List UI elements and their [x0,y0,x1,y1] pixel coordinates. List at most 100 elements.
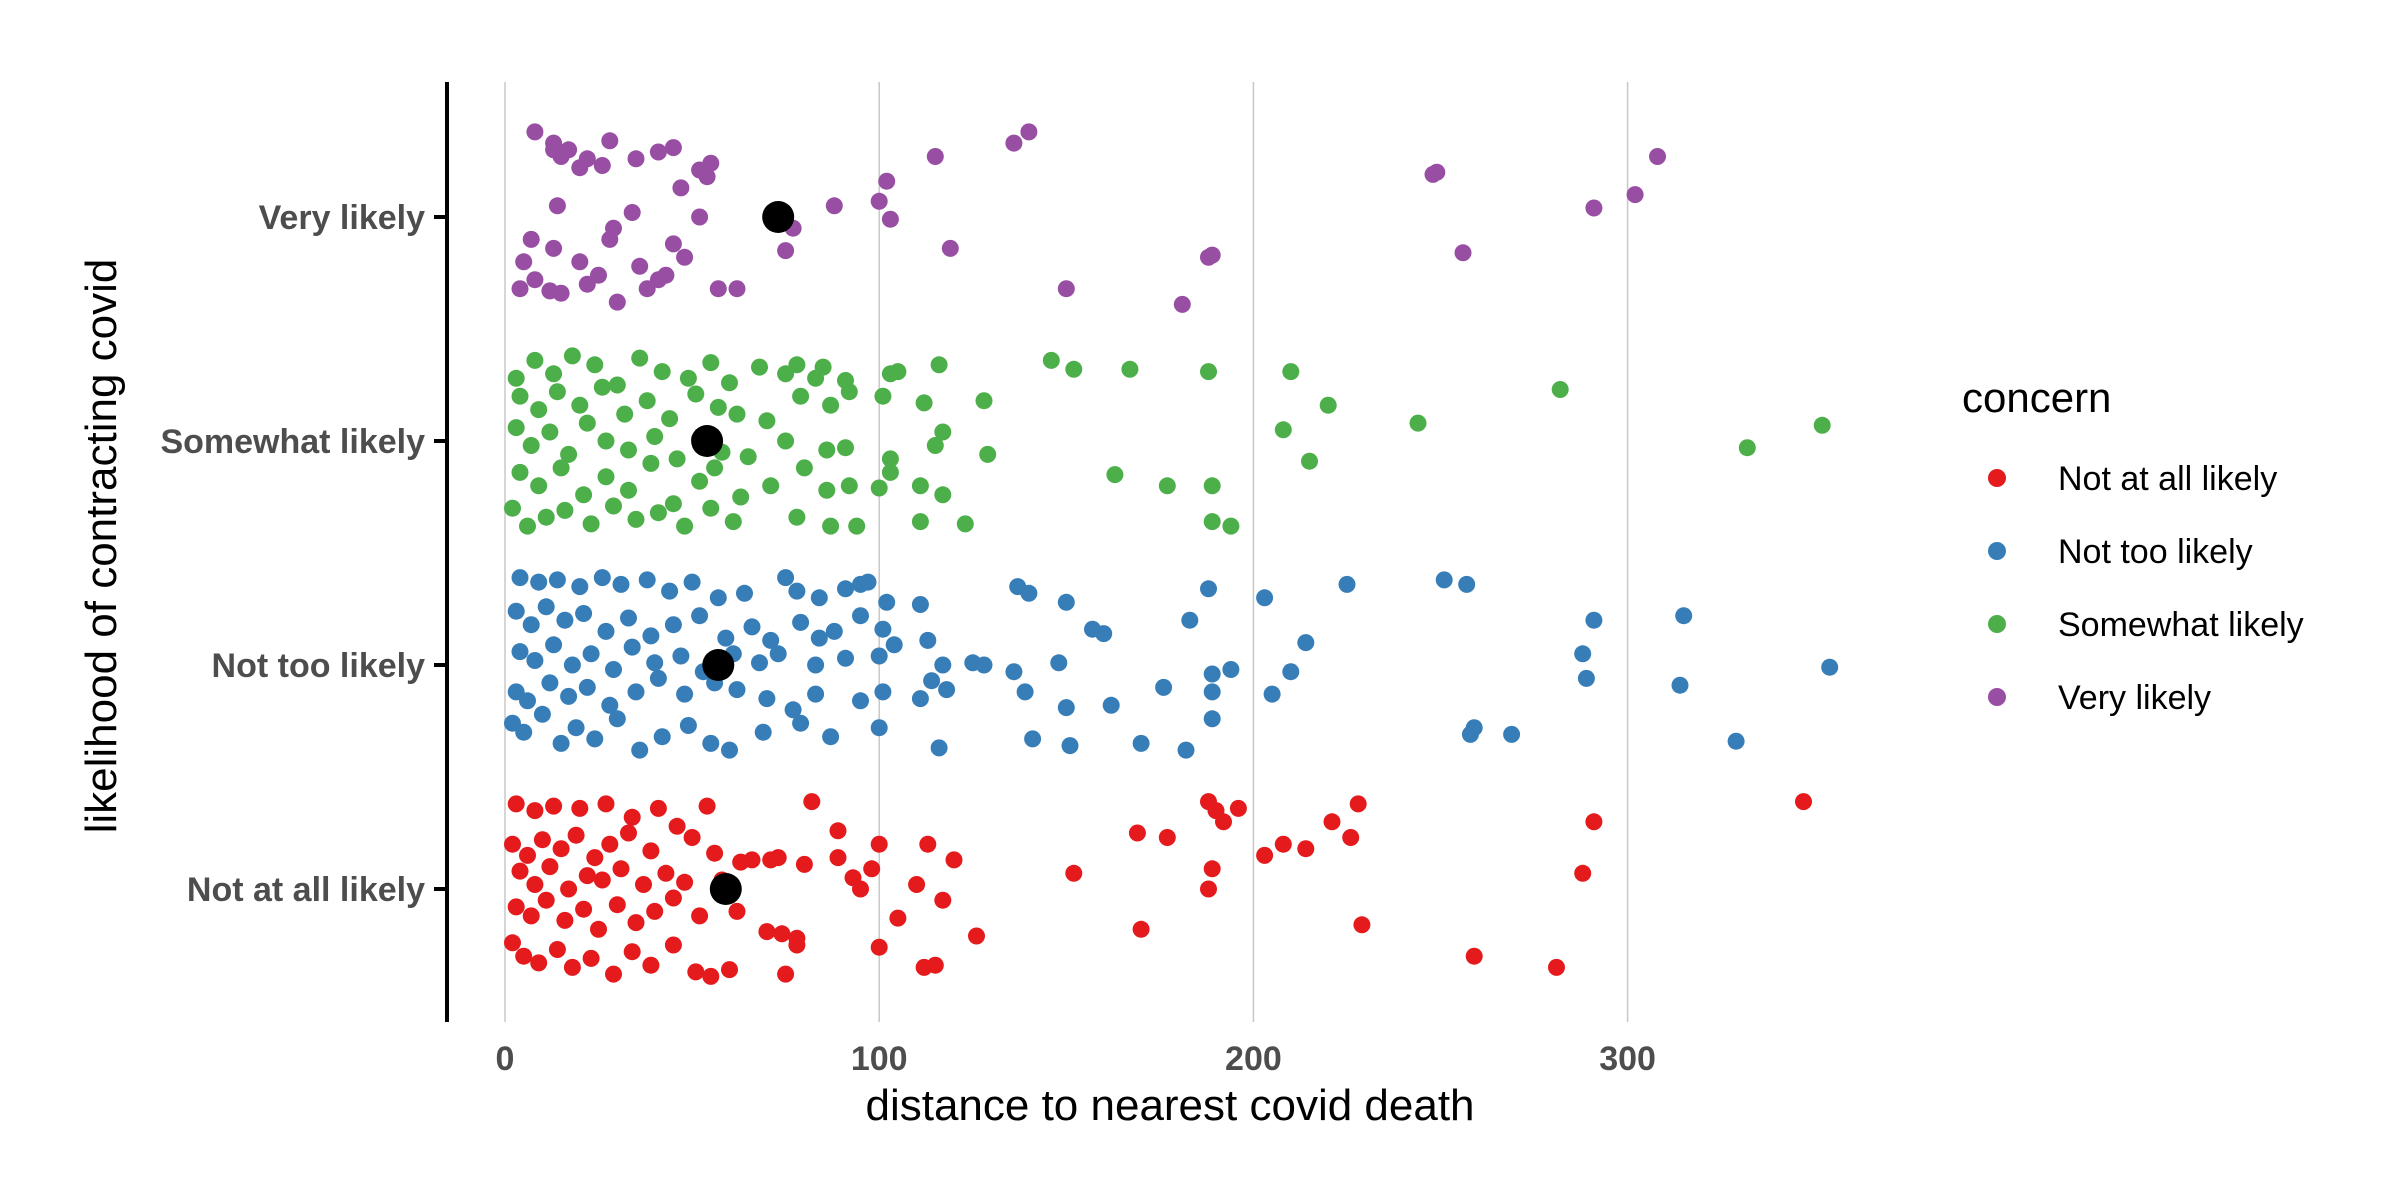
data-point [728,280,746,298]
data-point [1020,123,1038,141]
data-point [1132,920,1150,938]
data-point [620,609,637,627]
data-point [702,734,720,752]
data-point [1626,186,1644,204]
data-point [1024,730,1042,748]
data-point [1215,813,1232,831]
data-point [751,358,768,376]
data-point [829,822,847,840]
data-point [915,394,933,412]
y-tick-label: Very likely [259,199,425,237]
data-point [676,873,694,891]
data-point [1274,835,1292,853]
data-point [840,477,858,495]
data-point [612,860,630,878]
data-point [687,385,705,403]
data-point [560,687,578,705]
legend-item: Somewhat likely [1988,606,2304,644]
data-point [1282,663,1300,681]
data-point [870,647,888,665]
data-point [567,826,585,844]
data-point [526,271,544,289]
legend-swatch [1988,542,2006,560]
x-tick-label-100: 100 [851,1040,908,1078]
mean-marker [709,873,742,905]
data-point [975,392,993,410]
data-point [810,629,828,647]
data-point [919,835,937,853]
data-point [593,871,611,889]
data-point [1256,846,1274,864]
data-point [751,654,768,672]
data-point [548,197,566,215]
data-point [1282,363,1300,381]
data-point [601,696,619,714]
data-point [1795,793,1812,811]
data-point [530,477,548,495]
data-point [870,479,888,497]
legend-label: Not too likely [2058,533,2253,571]
data-point [1671,676,1689,694]
data-point [728,405,746,423]
data-point [668,817,686,835]
y-tick-label: Not at all likely [187,871,425,909]
data-point [1229,799,1247,817]
data-point [1203,665,1221,683]
data-point [822,728,840,746]
data-point [601,230,619,248]
data-point [638,392,656,410]
data-point [837,580,854,598]
data-point [522,616,540,634]
data-point [511,387,529,405]
data-point [762,631,780,649]
data-point [792,613,810,631]
data-point [1458,575,1476,593]
data-point [1200,248,1217,266]
data-point [642,956,660,974]
data-point [721,961,738,979]
data-point [930,739,948,757]
data-point [1301,452,1318,470]
data-point [649,799,667,817]
data-point [784,701,802,719]
data-point [545,365,563,383]
data-point [709,280,727,298]
legend-swatch [1988,469,2006,487]
data-point [582,515,600,533]
data-point [593,378,611,396]
data-point [706,844,724,862]
data-point [803,793,821,811]
data-point [788,508,806,526]
data-point [878,593,896,611]
y-axis-title: likelihood of contracting covid [77,259,126,834]
gridlines [504,82,1629,1022]
data-point [683,573,701,591]
data-point [642,627,660,645]
data-point [874,683,892,701]
data-point [586,849,604,867]
data-point [623,808,641,826]
data-point [597,622,615,640]
data-point [881,463,899,481]
data-point [571,578,589,596]
data-point [1409,414,1427,432]
data-point [1323,813,1341,831]
data-point [1203,477,1221,495]
data-point [545,636,563,654]
data-point [1050,654,1068,672]
data-point [837,439,854,457]
data-point [530,573,548,591]
data-point [1297,634,1315,652]
data-point [672,179,690,197]
data-point [878,172,896,190]
data-point [1121,360,1139,378]
data-point [683,829,701,846]
data-point [511,569,529,587]
y-tick-label: Somewhat likely [160,423,425,461]
data-point [691,472,709,490]
data-point [612,575,630,593]
data-point [1577,669,1595,687]
data-point [1675,607,1693,625]
data-point [548,941,566,958]
data-point [1057,280,1075,298]
